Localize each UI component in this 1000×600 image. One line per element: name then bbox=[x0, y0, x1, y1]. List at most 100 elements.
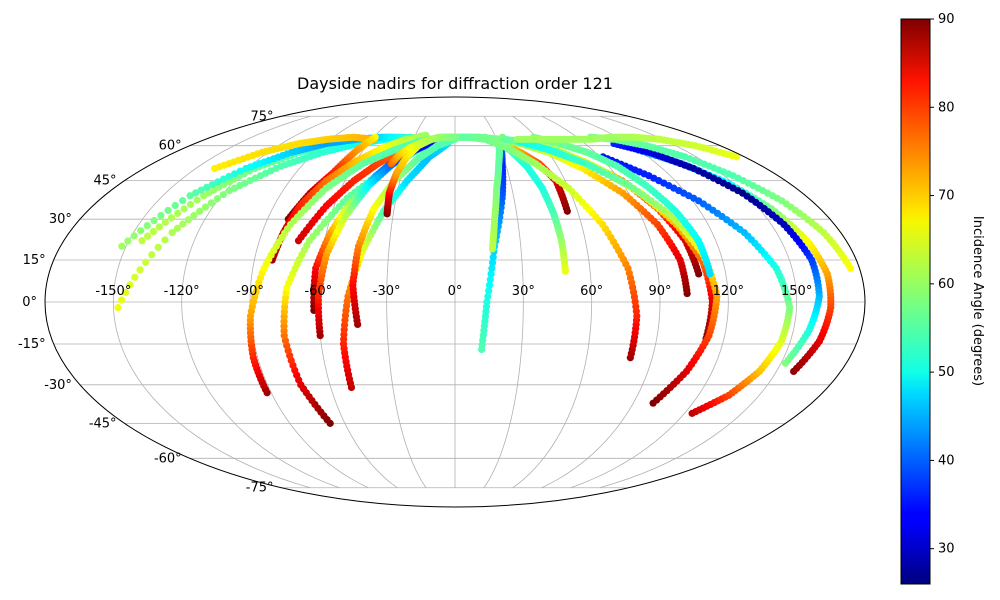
lon-tick-label: -150° bbox=[95, 284, 131, 299]
data-point bbox=[186, 192, 194, 200]
colorbar-tick-label: 90 bbox=[938, 12, 955, 27]
data-point bbox=[219, 191, 227, 199]
data-point bbox=[150, 216, 158, 225]
colorbar-tick-label: 60 bbox=[938, 277, 955, 292]
lon-tick-label: 0° bbox=[448, 284, 463, 299]
data-point bbox=[207, 199, 215, 207]
data-point bbox=[486, 275, 494, 284]
lon-tick-label: 120° bbox=[713, 284, 744, 299]
data-point bbox=[488, 259, 497, 267]
data-point bbox=[126, 281, 134, 289]
data-point bbox=[485, 281, 494, 289]
lon-tick-label: 60° bbox=[580, 284, 603, 299]
graticule bbox=[45, 115, 865, 489]
data-point bbox=[143, 221, 151, 230]
lat-tick-label: 30° bbox=[49, 212, 72, 227]
data-point bbox=[121, 288, 130, 297]
lon-tick-label: -120° bbox=[164, 284, 200, 299]
lat-tick-label: 60° bbox=[159, 139, 182, 154]
data-point bbox=[186, 200, 195, 209]
lat-tick-label: -60° bbox=[154, 451, 182, 466]
data-point bbox=[130, 232, 138, 240]
data-point bbox=[488, 264, 496, 272]
data-point bbox=[117, 296, 126, 304]
data-point bbox=[484, 292, 492, 300]
data-point bbox=[193, 196, 201, 204]
colorbar-tick-label: 70 bbox=[938, 189, 955, 204]
colorbar-ticks: 30 40 50 60 70 80 90 bbox=[930, 12, 955, 557]
lat-tick-label: 15° bbox=[23, 253, 46, 268]
data-point bbox=[144, 232, 152, 240]
data-point bbox=[513, 135, 521, 143]
data-point bbox=[148, 251, 156, 259]
data-point bbox=[154, 243, 162, 251]
colorbar-tick-label: 30 bbox=[938, 542, 955, 557]
data-point bbox=[184, 216, 192, 224]
data-point bbox=[142, 258, 150, 266]
chart-title: Dayside nadirs for diffraction order 121 bbox=[297, 74, 613, 93]
lon-tick-label: 30° bbox=[512, 284, 535, 299]
data-point bbox=[168, 229, 176, 237]
lat-tick-label: -75° bbox=[246, 481, 274, 496]
colorbar: 30 40 50 60 70 80 90 Incidence Angle (degrees) bbox=[900, 12, 985, 585]
data-point bbox=[179, 196, 187, 205]
lat-tick-label: -45° bbox=[89, 416, 117, 431]
lat-tick-label: -30° bbox=[44, 378, 72, 393]
lat-tick-label: 45° bbox=[94, 174, 117, 189]
data-point bbox=[167, 214, 176, 222]
data-point bbox=[192, 189, 200, 197]
lat-tick-label: 0° bbox=[22, 295, 37, 310]
data-point bbox=[131, 273, 139, 281]
data-point bbox=[161, 218, 169, 226]
data-point bbox=[213, 195, 221, 203]
data-point bbox=[179, 220, 187, 228]
data-point bbox=[138, 237, 146, 245]
data-point bbox=[489, 253, 497, 261]
data-point bbox=[155, 223, 163, 231]
lon-tick-label: -90° bbox=[236, 284, 264, 299]
data-point bbox=[203, 183, 211, 191]
data-point bbox=[164, 206, 172, 215]
data-point bbox=[196, 207, 204, 215]
data-point bbox=[236, 167, 244, 175]
data-point bbox=[173, 224, 182, 232]
data-point bbox=[114, 304, 122, 312]
data-point bbox=[118, 242, 126, 250]
lat-tick-label: 75° bbox=[250, 109, 273, 124]
data-point bbox=[149, 227, 158, 236]
data-point bbox=[501, 135, 509, 143]
lon-tick-label: -60° bbox=[304, 284, 332, 299]
data-point bbox=[157, 211, 165, 220]
data-point bbox=[485, 287, 493, 295]
data-point bbox=[487, 270, 495, 278]
colorbar-tick-label: 40 bbox=[938, 453, 955, 468]
data-point bbox=[201, 203, 210, 211]
map-boundary bbox=[44, 96, 866, 508]
data-point bbox=[483, 298, 491, 306]
colorbar-tick-label: 80 bbox=[938, 100, 955, 115]
data-point bbox=[124, 237, 132, 245]
colorbar-gradient bbox=[900, 18, 931, 585]
data-point bbox=[190, 211, 198, 220]
data-point bbox=[225, 172, 233, 181]
data-point bbox=[219, 175, 228, 183]
data-points bbox=[114, 131, 855, 427]
colorbar-label: Incidence Angle (degrees) bbox=[970, 216, 985, 386]
colorbar-tick-label: 50 bbox=[938, 365, 955, 380]
data-point bbox=[208, 180, 216, 189]
data-point bbox=[174, 209, 182, 217]
data-point bbox=[136, 266, 144, 274]
data-point bbox=[180, 205, 188, 213]
data-point bbox=[458, 133, 466, 141]
data-point bbox=[161, 236, 169, 244]
data-point bbox=[214, 178, 222, 186]
tick-labels: -150° -120° -90° -60° -30° 0° 30° 60° 90° 120° 150… bbox=[18, 109, 812, 495]
data-point bbox=[137, 227, 145, 235]
data-point bbox=[171, 201, 179, 210]
data-point bbox=[231, 170, 239, 178]
lon-tick-label: 150° bbox=[781, 284, 812, 299]
lon-tick-label: 90° bbox=[648, 284, 671, 299]
lon-tick-label: -30° bbox=[373, 284, 401, 299]
data-point bbox=[197, 186, 205, 194]
